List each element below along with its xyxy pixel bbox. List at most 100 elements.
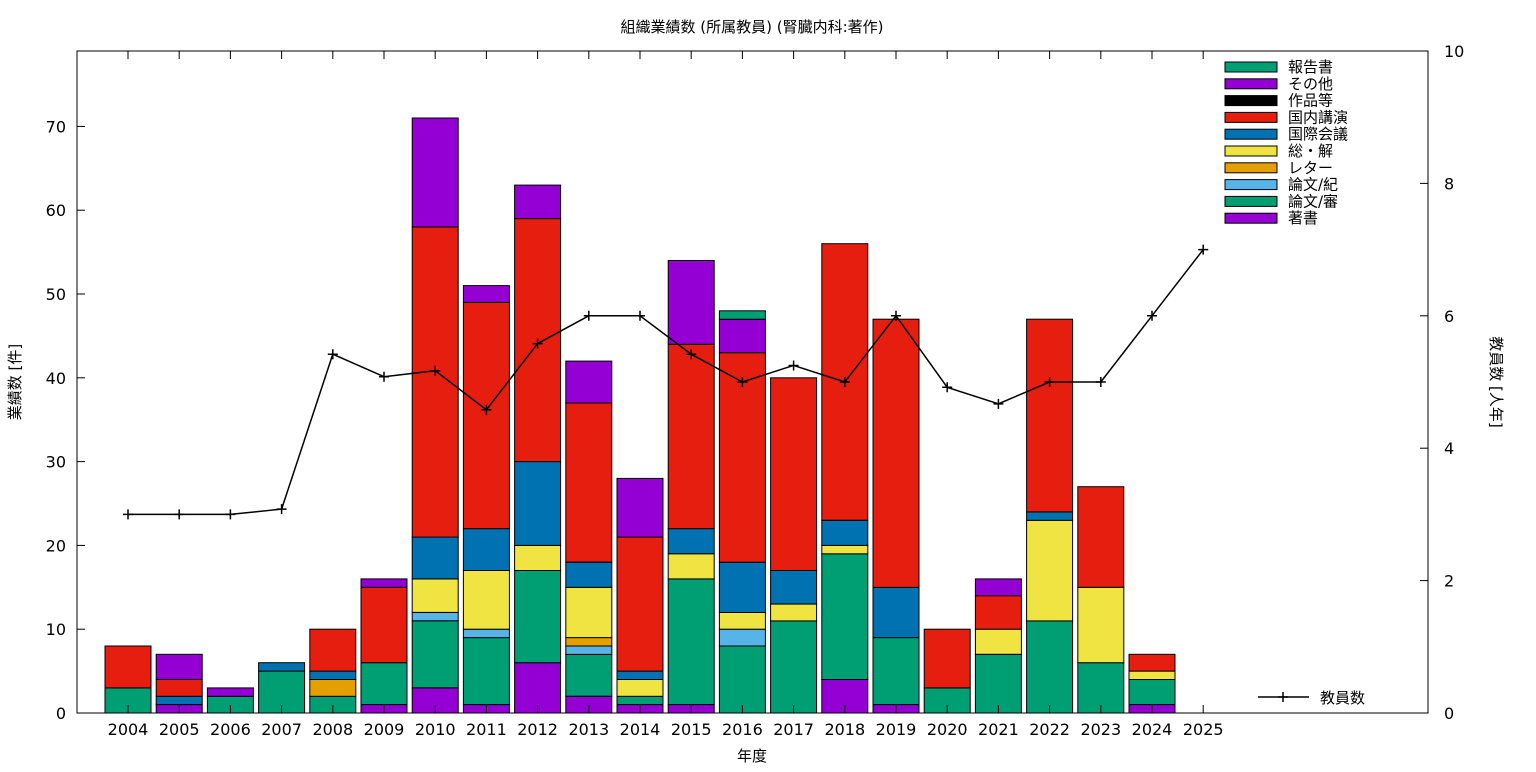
bar-segment bbox=[360, 586, 408, 664]
line-point bbox=[583, 310, 594, 321]
y2-tick-label: 4 bbox=[1444, 439, 1454, 458]
x-tick-label: 2018 bbox=[824, 720, 865, 739]
bar-segment bbox=[411, 578, 459, 613]
plot-frame bbox=[76, 50, 1429, 714]
x-tick-label: 2013 bbox=[568, 720, 609, 739]
legend-label: 国際会議 bbox=[1288, 125, 1348, 143]
bar-segment bbox=[718, 318, 766, 354]
bar-segment bbox=[667, 260, 715, 345]
x-tick-label: 2023 bbox=[1080, 720, 1121, 739]
legend-label: 教員数 bbox=[1320, 689, 1365, 707]
bar-segment bbox=[411, 226, 459, 538]
bar-segment bbox=[667, 578, 715, 706]
legend-swatch bbox=[1224, 128, 1278, 140]
legend-label: 総・解 bbox=[1288, 142, 1333, 160]
x-tick-label: 2017 bbox=[773, 720, 814, 739]
line-point bbox=[839, 377, 850, 387]
bar-segment bbox=[462, 528, 510, 571]
bar-segment bbox=[974, 628, 1022, 655]
line-point bbox=[123, 509, 133, 520]
bar-segment bbox=[821, 553, 869, 680]
legend-swatch bbox=[1224, 212, 1278, 224]
bar-segment bbox=[821, 544, 869, 555]
bar-segment bbox=[616, 477, 664, 538]
x-tick-label: 2012 bbox=[517, 720, 558, 739]
bar-segment bbox=[616, 695, 664, 706]
bar-segment bbox=[309, 679, 357, 697]
line-point bbox=[993, 398, 1004, 409]
line-point bbox=[481, 404, 492, 415]
y-tick-label: 70 bbox=[46, 117, 66, 136]
bar-segment bbox=[923, 628, 971, 689]
x-tick-label: 2020 bbox=[927, 720, 968, 739]
x-tick-label: 2021 bbox=[978, 720, 1019, 739]
y2-tick-label: 6 bbox=[1444, 307, 1454, 326]
x-tick-label: 2004 bbox=[108, 720, 149, 739]
y2-tick-label: 2 bbox=[1444, 572, 1454, 591]
x-tick-label: 2019 bbox=[876, 720, 917, 739]
bar-segment bbox=[360, 662, 408, 706]
line-point bbox=[276, 504, 287, 515]
y-axis-label: 業績数 [件] bbox=[6, 344, 24, 420]
legend-line-marker bbox=[1278, 692, 1288, 702]
line-point bbox=[635, 310, 645, 321]
bar-segment bbox=[770, 377, 818, 571]
bar-segment bbox=[1128, 670, 1176, 680]
bar-segment bbox=[974, 595, 1022, 630]
legend-label: レター bbox=[1288, 159, 1333, 177]
bar-segment bbox=[718, 561, 766, 614]
legend-label: その他 bbox=[1288, 75, 1333, 93]
bar-segment bbox=[462, 570, 510, 630]
y2-tick-label: 0 bbox=[1444, 704, 1454, 723]
bar-segment bbox=[1026, 620, 1074, 714]
bar-segment bbox=[872, 637, 920, 706]
x-tick-label: 2011 bbox=[466, 720, 507, 739]
bar-segment bbox=[974, 653, 1022, 714]
bar-segment bbox=[565, 561, 613, 588]
bar-segment bbox=[565, 402, 613, 563]
y-tick-label: 40 bbox=[46, 369, 66, 388]
line-point bbox=[686, 349, 697, 360]
bar-segment bbox=[104, 645, 152, 689]
bar-segment bbox=[1077, 486, 1125, 588]
y2-tick-label: 10 bbox=[1444, 42, 1464, 61]
bar-segment bbox=[1128, 679, 1176, 706]
bar-segment bbox=[258, 662, 306, 672]
y-tick-label: 50 bbox=[46, 285, 66, 304]
bar-segment bbox=[514, 461, 562, 546]
y-tick-label: 30 bbox=[46, 453, 66, 472]
bar-segment bbox=[155, 679, 203, 697]
y-tick-label: 20 bbox=[46, 536, 66, 555]
bar-segment bbox=[616, 670, 664, 680]
line-series bbox=[128, 249, 1204, 516]
line-point bbox=[1095, 377, 1106, 387]
bar-segment bbox=[462, 301, 510, 530]
legend-swatch bbox=[1224, 95, 1278, 107]
bar-segment bbox=[821, 519, 869, 546]
bar-segment bbox=[514, 570, 562, 664]
bar-segment bbox=[462, 285, 510, 303]
bar-segment bbox=[360, 578, 408, 588]
axes-group: 0 10 20 30 40 50 60 70 0 2 4 6 8 10 2004 2005 2006 2007 20… bbox=[46, 42, 1465, 739]
bars-group bbox=[104, 117, 1176, 714]
bar-segment bbox=[206, 687, 254, 697]
bar-segment bbox=[1026, 511, 1074, 521]
line-point bbox=[1147, 310, 1157, 321]
bar-segment bbox=[1128, 653, 1176, 672]
bar-segment bbox=[1077, 586, 1125, 664]
bar-segment bbox=[411, 536, 459, 580]
legend-swatch bbox=[1224, 61, 1278, 73]
x-tick-label: 2015 bbox=[671, 720, 712, 739]
bar-segment bbox=[667, 343, 715, 530]
bar-segment bbox=[565, 637, 613, 647]
line-point bbox=[225, 509, 236, 520]
legend-label: 著書 bbox=[1288, 209, 1318, 227]
legend-label: 国内講演 bbox=[1288, 108, 1348, 126]
legend-label: 報告書 bbox=[1288, 58, 1333, 76]
line-point bbox=[1044, 377, 1055, 387]
bar-segment bbox=[667, 528, 715, 555]
x-tick-label: 2009 bbox=[364, 720, 405, 739]
x-tick-label: 2024 bbox=[1132, 720, 1173, 739]
